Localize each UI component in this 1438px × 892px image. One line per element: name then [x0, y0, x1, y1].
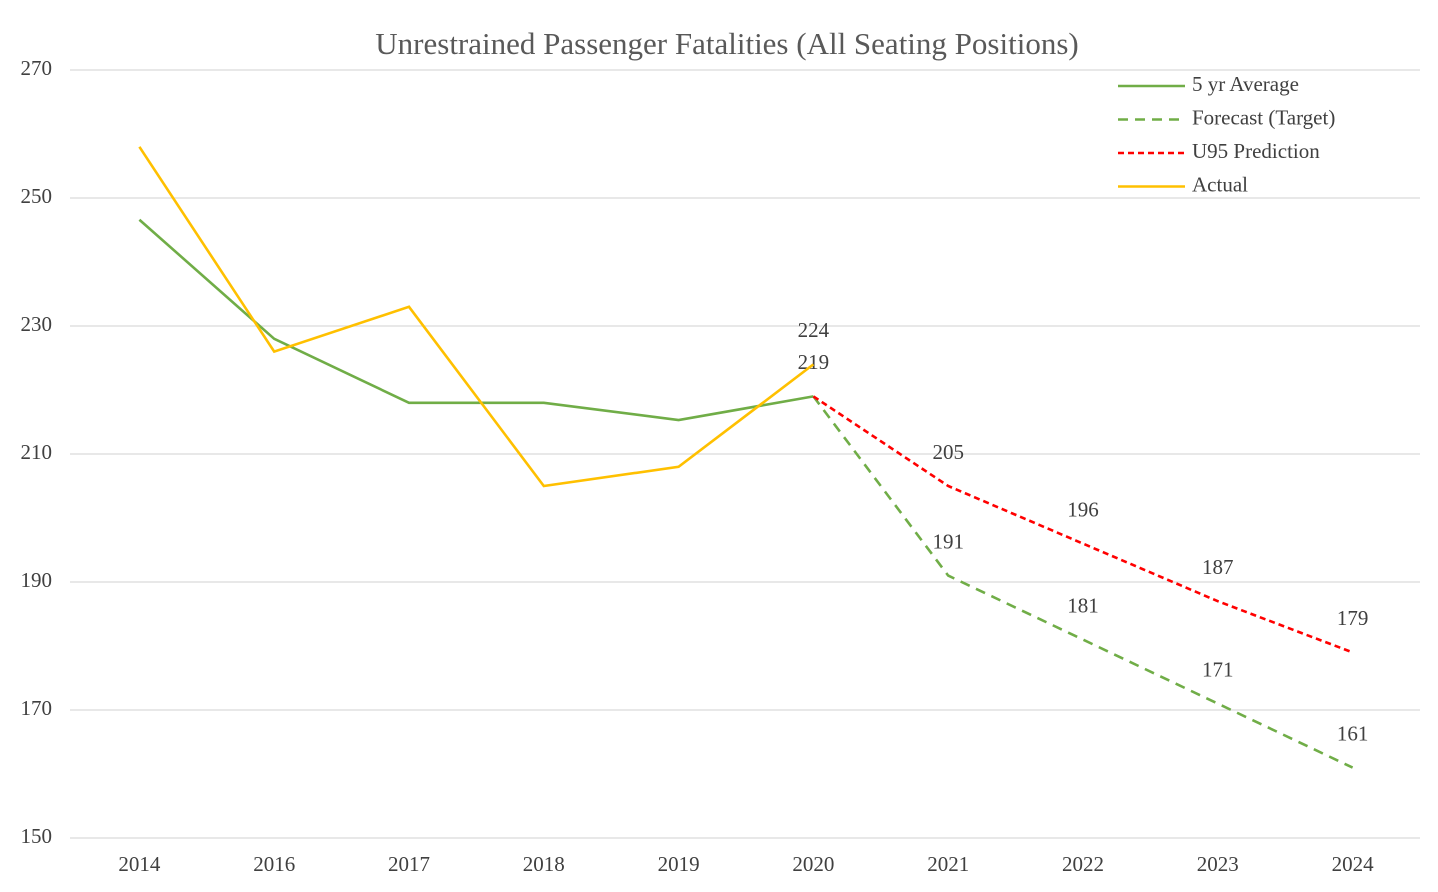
y-tick-label: 270 [21, 56, 53, 80]
data-label: 205 [932, 440, 964, 464]
data-label: 161 [1337, 721, 1369, 745]
x-tick-label: 2022 [1062, 852, 1104, 876]
x-tick-label: 2021 [927, 852, 969, 876]
y-tick-label: 230 [21, 312, 53, 336]
data-label: 181 [1067, 593, 1099, 617]
x-tick-label: 2024 [1332, 852, 1375, 876]
series-line [138, 218, 814, 422]
data-label: 191 [932, 529, 964, 553]
data-label: 196 [1067, 497, 1099, 521]
legend-label: Forecast (Target) [1192, 105, 1335, 129]
legend-label: 5 yr Average [1192, 72, 1299, 96]
x-tick-label: 2020 [792, 852, 834, 876]
data-label: 187 [1202, 555, 1234, 579]
chart-title: Unrestrained Passenger Fatalities (All S… [375, 26, 1078, 61]
x-tick-label: 2017 [388, 852, 430, 876]
legend-label: Actual [1192, 172, 1248, 196]
y-tick-label: 190 [21, 568, 53, 592]
x-tick-label: 2018 [523, 852, 565, 876]
x-tick-label: 2016 [253, 852, 295, 876]
y-tick-label: 170 [21, 696, 53, 720]
series-line [138, 146, 815, 488]
x-tick-label: 2014 [118, 852, 161, 876]
y-tick-label: 210 [21, 440, 53, 464]
x-tick-label: 2019 [658, 852, 700, 876]
data-label: 171 [1202, 657, 1234, 681]
y-tick-label: 250 [21, 184, 53, 208]
data-label: 224 [798, 318, 830, 342]
data-label: 219 [798, 350, 830, 374]
y-tick-label: 150 [21, 824, 53, 848]
series-line [812, 395, 1354, 654]
data-label: 179 [1337, 606, 1369, 630]
x-tick-label: 2023 [1197, 852, 1239, 876]
legend-label: U95 Prediction [1192, 139, 1320, 163]
